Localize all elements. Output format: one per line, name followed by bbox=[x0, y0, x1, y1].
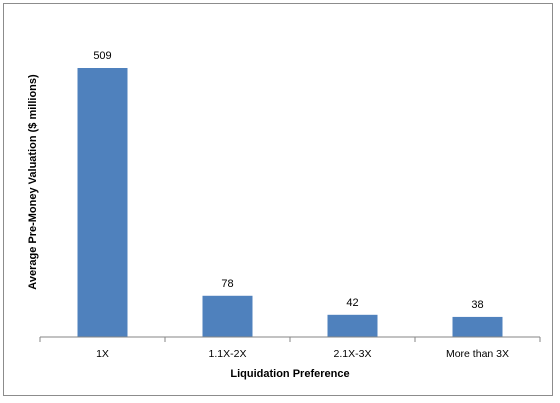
bar-1 bbox=[202, 295, 253, 337]
data-labels-layer: 509 78 42 38 bbox=[93, 50, 483, 311]
x-tick-label-2: 2.1X-3X bbox=[334, 348, 372, 360]
x-ticks-layer: 1X 1.1X-2X 2.1X-3X More than 3X bbox=[39, 337, 541, 360]
x-tick-label-1: 1.1X-2X bbox=[209, 348, 247, 360]
x-tick-label-0: 1X bbox=[96, 348, 109, 360]
bar-chart: 509 78 42 38 1X 1.1X-2X 2.1X-3X More than 3X L… bbox=[27, 50, 541, 380]
bar-3 bbox=[452, 316, 503, 337]
y-axis-title: Average Pre-Money Valuation ($ millions) bbox=[27, 74, 39, 290]
bar-0 bbox=[77, 68, 128, 337]
x-axis-title: Liquidation Preference bbox=[230, 368, 349, 380]
chart-frame: 509 78 42 38 1X 1.1X-2X 2.1X-3X More than 3X L… bbox=[3, 3, 553, 396]
x-tick-label-3: More than 3X bbox=[446, 348, 509, 360]
bars-layer bbox=[77, 68, 503, 337]
data-label-3: 38 bbox=[471, 299, 483, 311]
data-label-1: 78 bbox=[221, 278, 233, 290]
data-label-2: 42 bbox=[346, 297, 358, 309]
bar-2 bbox=[327, 314, 378, 337]
data-label-0: 509 bbox=[93, 50, 111, 62]
